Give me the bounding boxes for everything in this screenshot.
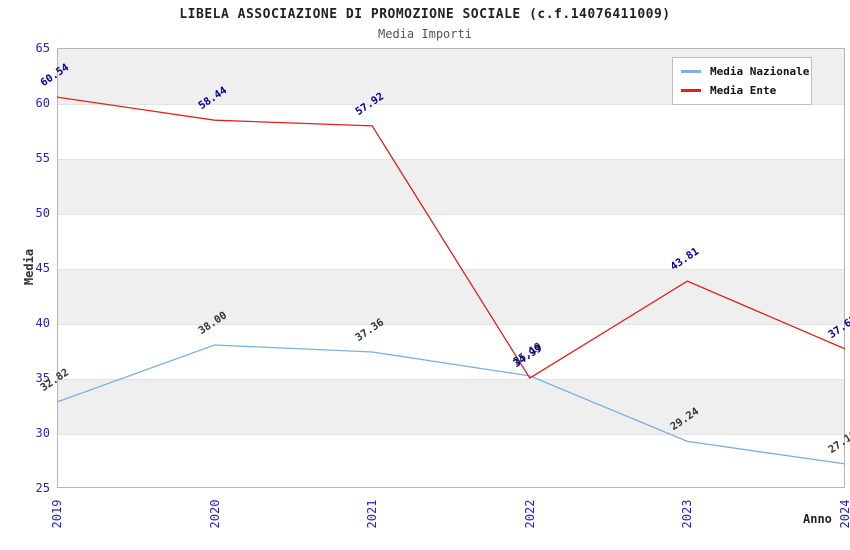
legend: Media Nazionale Media Ente <box>672 57 812 105</box>
y-tick-label: 55 <box>35 151 50 165</box>
legend-swatch-nazionale-icon <box>681 70 701 73</box>
plot-band <box>58 104 844 159</box>
x-tick-label: 2021 <box>365 499 380 529</box>
chart-title: LIBELA ASSOCIAZIONE DI PROMOZIONE SOCIAL… <box>179 7 671 22</box>
gridline <box>58 434 844 435</box>
y-tick-label: 35 <box>35 371 50 385</box>
gridline <box>58 379 844 380</box>
legend-label-ente: Media Ente <box>710 84 777 97</box>
chart-subtitle: Media Importi <box>378 27 472 41</box>
plot-band <box>58 214 844 269</box>
plot-band <box>58 269 844 324</box>
y-tick-label: 50 <box>35 206 50 220</box>
x-tick-label: 2024 <box>838 499 850 529</box>
x-axis-title: Anno <box>803 512 832 526</box>
y-tick-label: 40 <box>35 316 50 330</box>
plot-band <box>58 379 844 434</box>
x-tick-label: 2023 <box>680 499 695 529</box>
gridline <box>58 269 844 270</box>
plot-band <box>58 434 844 487</box>
plot-area <box>57 48 845 488</box>
gridline <box>58 324 844 325</box>
x-tick-label: 2020 <box>207 499 222 529</box>
y-tick-label: 60 <box>35 96 50 110</box>
plot-band <box>58 159 844 214</box>
y-tick-label: 30 <box>35 426 50 440</box>
legend-swatch-ente-icon <box>681 89 701 92</box>
x-tick-label: 2022 <box>522 499 537 529</box>
y-axis-title: Media <box>22 248 36 286</box>
legend-item-media-ente: Media Ente <box>681 84 803 97</box>
gridline <box>58 214 844 215</box>
plot-band <box>58 324 844 379</box>
y-tick-label: 45 <box>35 261 50 275</box>
legend-item-media-nazionale: Media Nazionale <box>681 65 809 78</box>
y-tick-label: 65 <box>35 41 50 55</box>
gridline <box>58 159 844 160</box>
legend-label-nazionale: Media Nazionale <box>710 65 810 78</box>
x-tick-label: 2019 <box>50 499 64 529</box>
y-tick-label: 25 <box>35 481 50 495</box>
